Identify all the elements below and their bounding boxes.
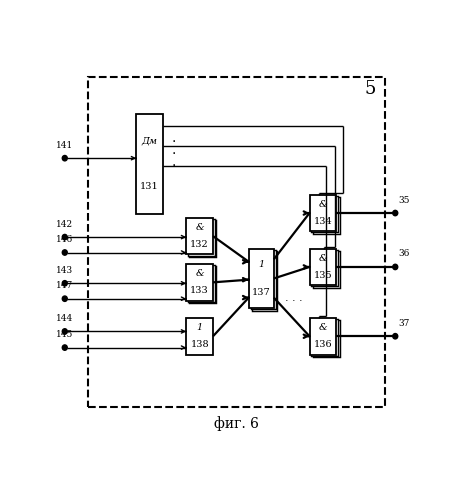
Text: 136: 136 bbox=[313, 340, 332, 349]
Text: 146: 146 bbox=[56, 235, 73, 244]
Bar bbox=[186, 264, 213, 300]
Text: 35: 35 bbox=[399, 196, 410, 204]
Text: ·: · bbox=[299, 296, 302, 306]
Text: 142: 142 bbox=[56, 220, 73, 228]
Bar bbox=[186, 318, 213, 354]
Text: ·: · bbox=[171, 147, 176, 161]
Circle shape bbox=[393, 264, 398, 270]
Bar bbox=[252, 251, 277, 310]
Text: 143: 143 bbox=[56, 266, 73, 275]
Bar bbox=[88, 78, 384, 406]
Text: Дм: Дм bbox=[142, 136, 158, 145]
Text: 36: 36 bbox=[399, 250, 410, 258]
Text: 5: 5 bbox=[365, 80, 376, 98]
Bar bbox=[309, 248, 336, 285]
Bar bbox=[249, 248, 274, 308]
Bar bbox=[311, 319, 338, 356]
Text: &: & bbox=[319, 254, 327, 263]
Bar bbox=[136, 114, 163, 214]
Circle shape bbox=[62, 296, 67, 302]
Text: &: & bbox=[319, 200, 327, 209]
Text: ·: · bbox=[171, 159, 176, 173]
Bar bbox=[189, 220, 216, 256]
Bar bbox=[251, 250, 276, 310]
Text: 147: 147 bbox=[56, 281, 73, 290]
Text: 145: 145 bbox=[56, 330, 73, 339]
Bar bbox=[309, 194, 336, 232]
Circle shape bbox=[62, 280, 67, 286]
Text: 137: 137 bbox=[252, 288, 271, 296]
Text: 131: 131 bbox=[140, 182, 159, 192]
Text: 37: 37 bbox=[399, 319, 410, 328]
Bar bbox=[309, 318, 336, 354]
Bar bbox=[313, 197, 339, 234]
Text: 144: 144 bbox=[56, 314, 73, 323]
Bar bbox=[311, 250, 338, 286]
Text: 141: 141 bbox=[56, 140, 73, 149]
Text: 133: 133 bbox=[190, 286, 209, 295]
Bar bbox=[189, 266, 216, 303]
Text: ·: · bbox=[292, 296, 295, 306]
Text: 1: 1 bbox=[258, 260, 265, 270]
Text: ·: · bbox=[171, 135, 176, 149]
Text: ·: · bbox=[284, 296, 288, 306]
Text: 1: 1 bbox=[196, 324, 203, 332]
Bar bbox=[186, 218, 213, 254]
Circle shape bbox=[393, 334, 398, 339]
Bar bbox=[188, 219, 215, 256]
Bar bbox=[188, 265, 215, 302]
Circle shape bbox=[62, 234, 67, 240]
Text: &: & bbox=[195, 223, 204, 232]
Text: 134: 134 bbox=[313, 217, 332, 226]
Text: 132: 132 bbox=[190, 240, 209, 249]
Bar bbox=[313, 251, 339, 288]
Bar bbox=[313, 320, 339, 357]
Circle shape bbox=[393, 210, 398, 216]
Circle shape bbox=[62, 345, 67, 350]
Text: 138: 138 bbox=[190, 340, 209, 349]
Bar bbox=[311, 196, 338, 232]
Text: &: & bbox=[195, 270, 204, 278]
Text: 135: 135 bbox=[313, 271, 332, 280]
Circle shape bbox=[62, 328, 67, 334]
Text: &: & bbox=[319, 324, 327, 332]
Circle shape bbox=[62, 156, 67, 161]
Circle shape bbox=[62, 250, 67, 255]
Text: фиг. 6: фиг. 6 bbox=[214, 416, 259, 432]
